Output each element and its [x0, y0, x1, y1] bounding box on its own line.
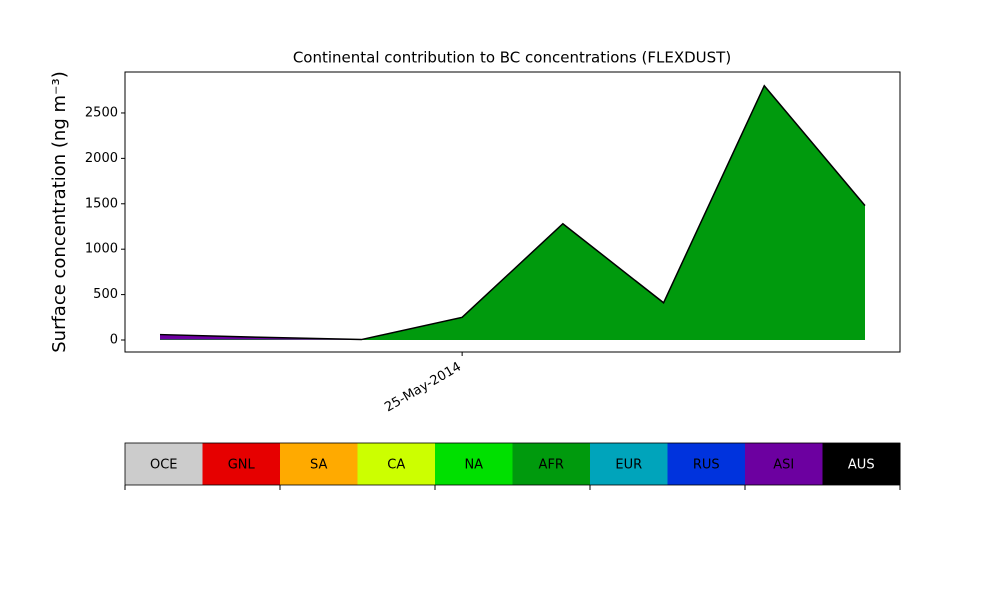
x-tick-label: 25-May-2014 [382, 360, 464, 416]
legend-swatch [822, 443, 901, 485]
legend-swatch [435, 443, 513, 485]
legend-swatch [590, 443, 668, 485]
legend-frame [124, 442, 901, 486]
legend-label: NA [464, 458, 483, 473]
plot-frame [124, 71, 901, 353]
y-tick-label: 500 [93, 287, 118, 302]
legend-swatch [280, 443, 358, 485]
chart-title: Continental contribution to BC concentra… [293, 49, 731, 67]
legend-label: AFR [539, 458, 564, 473]
y-tick-label: 1500 [85, 196, 118, 211]
legend-swatch [667, 443, 746, 485]
legend-swatch [202, 443, 281, 485]
legend-swatch [745, 443, 823, 485]
legend-swatch [512, 443, 591, 485]
legend-label: SA [310, 458, 327, 473]
y-tick-label: 2500 [85, 105, 118, 120]
legend-swatch [357, 443, 436, 485]
y-tick-label: 2000 [85, 151, 118, 166]
legend-swatch [125, 443, 203, 485]
area [160, 85, 865, 341]
legend-label: OCE [150, 458, 178, 473]
legend-label: EUR [615, 458, 642, 473]
y-tick-label: 0 [110, 333, 118, 348]
legend-label: CA [387, 458, 405, 473]
y-tick-label: 1000 [85, 242, 118, 257]
legend-label: ASI [773, 458, 794, 473]
legend-label: RUS [693, 458, 720, 473]
y-axis-label: Surface concentration (ng m⁻³) [49, 71, 70, 353]
legend-label: GNL [228, 458, 256, 473]
stack-outline [159, 84, 866, 341]
legend-label: AUS [848, 458, 875, 473]
